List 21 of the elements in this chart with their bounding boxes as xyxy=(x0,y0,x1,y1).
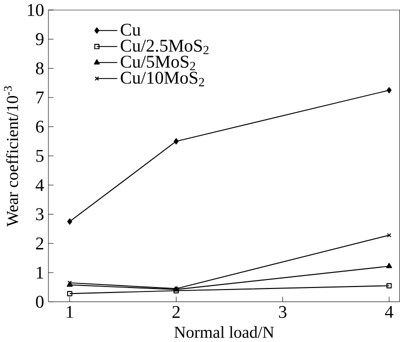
legend-label: Cu xyxy=(120,24,141,36)
x-axis-title: Normal load/N xyxy=(174,326,274,338)
y-tick-label: 7 xyxy=(36,92,44,104)
y-tick-label: 1 xyxy=(36,266,44,279)
y-tick-label: 3 xyxy=(36,208,44,220)
legend-label: Cu/2.5MoS$_{2}$ xyxy=(120,40,209,54)
x-tick-label: 3 xyxy=(279,306,286,318)
x-tick-label: 4 xyxy=(385,306,394,318)
y-tick-label: 6 xyxy=(36,120,44,133)
y-tick-label: 5 xyxy=(36,150,44,162)
y-axis-title: Wear coefficient/10$^{-3}$ xyxy=(4,86,18,227)
y-tick-label: 2 xyxy=(36,238,44,250)
y-tick-label: 8 xyxy=(36,62,44,74)
legend-label: Cu/10MoS$_{2}$ xyxy=(120,72,204,86)
y-tick-label: 0 xyxy=(36,296,44,308)
y-tick-label: 10 xyxy=(28,4,44,16)
legend-label: Cu/5MoS$_{2}$ xyxy=(120,56,196,70)
y-tick-label: 9 xyxy=(36,33,44,46)
x-tick-label: 1 xyxy=(66,306,74,318)
x-tick-label: 2 xyxy=(172,306,180,318)
y-tick-label: 4 xyxy=(36,179,44,192)
